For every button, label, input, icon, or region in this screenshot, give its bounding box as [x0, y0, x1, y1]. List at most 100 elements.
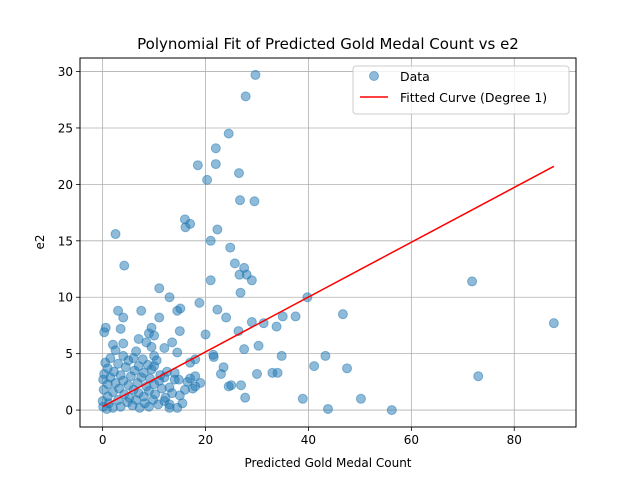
legend-box	[352, 65, 570, 115]
y-tick-label: 0	[65, 404, 73, 418]
data-point	[297, 393, 308, 404]
y-tick-label: 20	[58, 178, 73, 192]
data-point	[167, 388, 178, 399]
y-tick-label: 5	[65, 347, 73, 361]
data-points	[97, 69, 559, 416]
data-point	[172, 347, 183, 358]
data-point	[154, 283, 165, 294]
data-point	[250, 69, 261, 80]
legend-fit-label: Fitted Curve (Degree 1)	[400, 90, 547, 105]
data-point	[276, 350, 287, 361]
data-point	[118, 312, 129, 323]
data-point	[151, 355, 162, 366]
data-point	[115, 323, 126, 334]
data-point	[253, 340, 264, 351]
data-point	[154, 312, 165, 323]
data-point	[149, 330, 160, 341]
data-point	[225, 242, 236, 253]
legend-data-marker	[369, 71, 379, 81]
data-point	[272, 367, 283, 378]
chart-title: Polynomial Fit of Predicted Gold Medal C…	[137, 35, 519, 53]
data-point	[355, 393, 366, 404]
data-point	[205, 275, 216, 286]
data-point	[233, 168, 244, 179]
data-point	[290, 311, 301, 322]
data-point	[118, 338, 129, 349]
data-point	[210, 143, 221, 154]
data-point	[236, 380, 247, 391]
data-point	[174, 326, 185, 337]
data-point	[309, 361, 320, 372]
fitted-line	[102, 165, 555, 408]
data-point	[467, 276, 478, 287]
data-point	[212, 304, 223, 315]
data-point	[239, 344, 250, 355]
data-point	[473, 371, 484, 382]
y-tick-label: 15	[58, 234, 73, 248]
grid	[80, 58, 576, 427]
data-point	[110, 345, 121, 356]
data-point	[128, 353, 139, 364]
data-point	[113, 305, 124, 316]
data-point	[187, 383, 198, 394]
data-point	[105, 353, 116, 364]
data-point	[323, 403, 333, 414]
data-point	[240, 392, 251, 403]
legend-data-label: Data	[400, 69, 430, 84]
data-point	[223, 128, 234, 139]
data-point	[208, 352, 219, 363]
data-point	[190, 371, 201, 382]
x-tick-label: 40	[301, 433, 316, 447]
data-point	[240, 91, 251, 102]
data-point	[548, 318, 559, 329]
data-point	[235, 287, 246, 298]
data-point	[194, 297, 205, 308]
data-point	[271, 321, 282, 332]
data-point	[223, 381, 234, 392]
data-point	[200, 329, 211, 340]
data-point	[342, 363, 353, 374]
data-point	[215, 368, 226, 379]
data-point	[235, 195, 246, 206]
data-point	[150, 389, 161, 400]
data-point	[249, 196, 260, 207]
data-point	[212, 224, 223, 235]
data-point	[159, 343, 170, 354]
data-point	[277, 311, 288, 322]
data-point	[251, 368, 262, 379]
x-tick-label: 60	[404, 433, 419, 447]
data-point	[164, 292, 175, 303]
x-tick-label: 20	[198, 433, 213, 447]
data-point	[175, 303, 186, 314]
data-point	[182, 376, 193, 387]
axis-ticks: 0 20 40 60 80 0 5 10 15 20 25 30	[58, 65, 522, 447]
data-point	[164, 402, 175, 413]
x-tick-label: 80	[507, 433, 522, 447]
fitted-curve	[102, 165, 555, 408]
x-axis-label: Predicted Gold Medal Count	[244, 456, 411, 470]
y-axis-label: e2	[33, 234, 47, 249]
data-point	[320, 350, 331, 361]
data-point	[99, 327, 110, 338]
data-point	[337, 309, 348, 320]
x-tick-label: 0	[99, 433, 107, 447]
data-point	[167, 337, 178, 348]
data-point	[180, 222, 191, 233]
data-point	[202, 174, 213, 185]
data-point	[192, 160, 203, 171]
data-point	[146, 341, 157, 352]
data-point	[205, 235, 216, 246]
data-point	[229, 258, 240, 269]
plot-frame	[79, 57, 577, 428]
y-tick-label: 25	[58, 121, 73, 135]
legend: Data Fitted Curve (Degree 1)	[352, 65, 570, 115]
y-tick-label: 10	[58, 291, 73, 305]
data-point	[136, 305, 147, 316]
data-point	[221, 312, 232, 323]
data-point	[110, 229, 121, 240]
y-tick-label: 30	[58, 65, 73, 79]
data-point	[153, 399, 164, 410]
data-point	[246, 275, 257, 286]
data-point	[386, 405, 397, 416]
